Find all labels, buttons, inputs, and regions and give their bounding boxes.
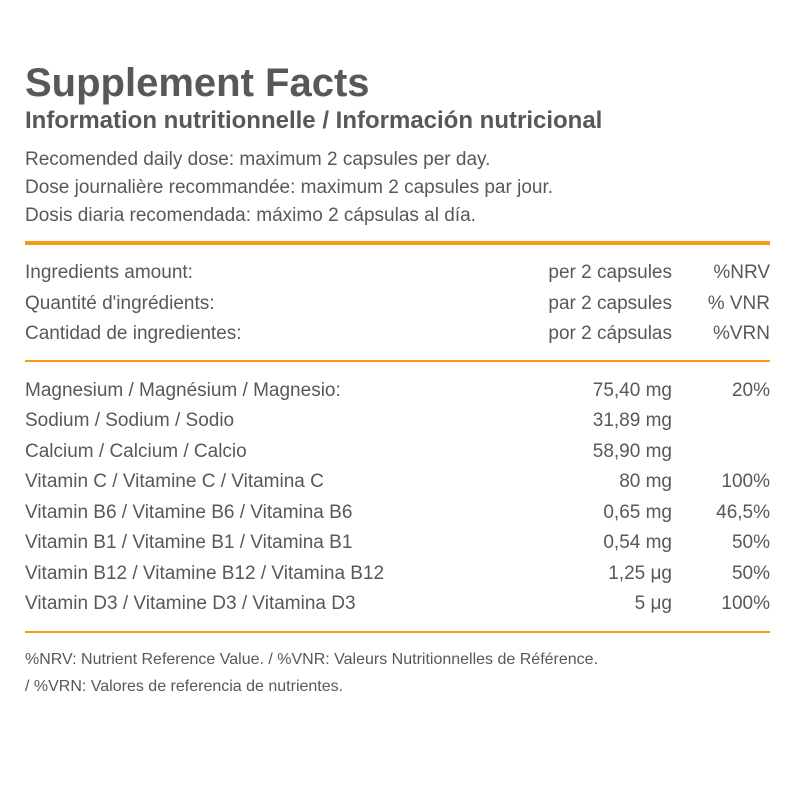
nutrient-name: Vitamin D3 / Vitamine D3 / Vitamina D3: [25, 593, 356, 614]
nutrient-name: Vitamin B1 / Vitamine B1 / Vitamina B1: [25, 532, 353, 553]
table-row: Vitamin C / Vitamine C / Vitamina C 80 m…: [25, 467, 770, 498]
dose-line-es: Dosis diaria recomendada: máximo 2 cápsu…: [25, 205, 476, 226]
table-row: Vitamin B6 / Vitamine B6 / Vitamina B6 0…: [25, 498, 770, 529]
divider-thin: [25, 630, 770, 633]
divider-thick: [25, 241, 770, 245]
nutrient-name: Vitamin B6 / Vitamine B6 / Vitamina B6: [25, 501, 353, 523]
nutrient-table: Magnesium / Magnésium / Magnesio: 75,40 …: [25, 362, 770, 631]
table-row: Vitamin B1 / Vitamine B1 / Vitamina B1 0…: [25, 528, 770, 559]
nutrient-pct: 46,5%: [716, 501, 770, 523]
footnote-line: / %VRN: Valores de referencia de nutrien…: [25, 677, 344, 695]
nutrient-amount: 0,54 mg: [603, 532, 672, 553]
nutrient-pct: 100%: [721, 593, 770, 614]
nutrient-name: Magnesium / Magnésium / Magnesio:: [25, 379, 341, 401]
nutrient-pct: 50%: [731, 532, 770, 553]
footnote: %NRV: Nutrient Reference Value. / %VNR: …: [25, 646, 770, 700]
nutrient-name: Sodium / Sodium / Sodio: [25, 410, 235, 431]
table-row: Sodium / Sodium / Sodio 31,89 mg: [25, 406, 770, 437]
footnote-line: %NRV: Nutrient Reference Value. / %VNR: …: [25, 650, 599, 668]
dose-line-fr: Dose journalière recommandée: maximum 2 …: [25, 177, 554, 198]
table-row: Calcium / Calcium / Calcio 58,90 mg: [25, 437, 770, 468]
header-ingredients-label: Cantidad de ingredientes:: [25, 323, 242, 344]
header-row: Ingredients amount: per 2 capsules %NRV: [25, 258, 770, 289]
nutrient-amount: 0,65 mg: [603, 501, 672, 523]
panel-title: Supplement Facts: [25, 61, 370, 105]
header-amount-label: por 2 cápsulas: [548, 323, 672, 344]
nutrient-amount: 80 mg: [619, 471, 672, 492]
nutrient-pct: 20%: [731, 379, 770, 401]
header-pct-label: %NRV: [713, 262, 770, 283]
nutrient-pct: 50%: [731, 562, 770, 584]
header-pct-label: %VRN: [712, 323, 770, 344]
divider-thin: [25, 359, 770, 362]
nutrient-name: Vitamin B12 / Vitamine B12 / Vitamina B1…: [25, 562, 385, 584]
header-row: Quantité d'ingrédients: par 2 capsules %…: [25, 289, 770, 320]
nutrient-pct: 100%: [721, 471, 770, 492]
header-amount-label: par 2 capsules: [548, 292, 672, 314]
nutrient-name: Calcium / Calcium / Calcio: [25, 440, 247, 462]
nutrient-amount: 75,40 mg: [592, 379, 672, 401]
header-ingredients-label: Ingredients amount:: [25, 262, 193, 283]
header-row: Cantidad de ingredientes: por 2 cápsulas…: [25, 319, 770, 350]
nutrient-amount: 1,25 μg: [608, 562, 672, 584]
header-ingredients-label: Quantité d'ingrédients:: [25, 292, 215, 314]
header-pct-label: % VNR: [707, 292, 770, 314]
table-row: Magnesium / Magnésium / Magnesio: 75,40 …: [25, 376, 770, 407]
nutrient-amount: 5 μg: [634, 593, 672, 614]
panel-subtitle: Information nutritionnelle / Información…: [25, 107, 603, 134]
supplement-facts-panel: Supplement Facts Information nutritionne…: [25, 60, 770, 700]
nutrient-amount: 31,89 mg: [592, 410, 672, 431]
dose-line-en: Recomended daily dose: maximum 2 capsule…: [25, 149, 491, 170]
table-header: Ingredients amount: per 2 capsules %NRV …: [25, 245, 770, 360]
nutrient-name: Vitamin C / Vitamine C / Vitamina C: [25, 471, 324, 492]
table-row: Vitamin D3 / Vitamine D3 / Vitamina D3 5…: [25, 589, 770, 620]
daily-dose-block: Recomended daily dose: maximum 2 capsule…: [25, 146, 770, 230]
table-row: Vitamin B12 / Vitamine B12 / Vitamina B1…: [25, 559, 770, 590]
header-amount-label: per 2 capsules: [548, 262, 672, 283]
nutrient-amount: 58,90 mg: [592, 440, 672, 462]
